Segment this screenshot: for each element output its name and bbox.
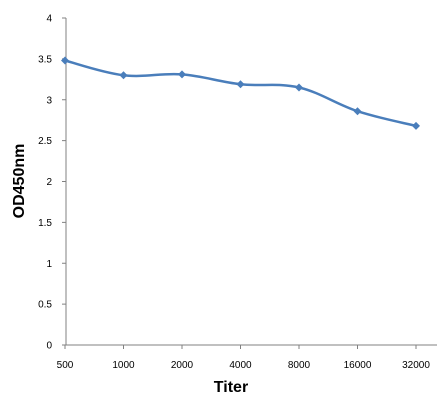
x-tick-label: 4000	[229, 360, 252, 371]
y-tick-label: 1.5	[38, 218, 52, 229]
y-tick-label: 0	[46, 341, 52, 352]
data-point-marker	[295, 83, 303, 92]
series-markers	[61, 56, 420, 130]
data-point-marker	[119, 71, 128, 80]
y-tick-label: 1	[46, 259, 52, 270]
data-point-marker	[353, 107, 362, 116]
y-axis-ticks: 0 0.5 1 1.5 2 2.5 3 3.5 4	[38, 14, 66, 352]
y-tick-label: 3	[46, 95, 52, 106]
y-tick-label: 4	[46, 14, 52, 25]
data-point-marker	[412, 121, 420, 130]
x-tick-label: 1000	[112, 360, 135, 371]
y-tick-label: 0.5	[38, 300, 52, 311]
y-tick-label: 3.5	[38, 54, 52, 65]
data-point-marker	[178, 70, 186, 79]
x-tick-label: 2000	[171, 360, 194, 371]
x-axis-ticks: 500 1000 2000 4000 8000 16000 32000	[57, 345, 430, 371]
x-tick-label: 16000	[344, 360, 372, 371]
data-point-marker	[61, 56, 69, 65]
data-point-marker	[236, 80, 245, 89]
y-tick-label: 2	[46, 177, 52, 188]
y-tick-label: 2.5	[38, 136, 52, 147]
x-axis-title: Titer	[214, 379, 248, 396]
x-tick-label: 32000	[402, 360, 430, 371]
x-tick-label: 500	[57, 360, 74, 371]
y-axis-title: OD450nm	[11, 144, 28, 219]
series-line	[63, 59, 418, 128]
x-tick-label: 8000	[288, 360, 311, 371]
